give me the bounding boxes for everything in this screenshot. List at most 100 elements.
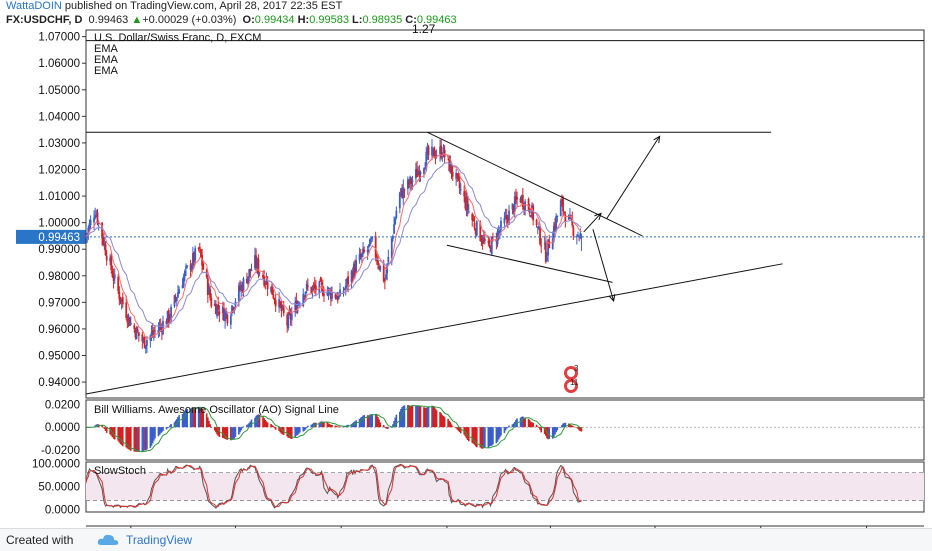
footer-bar: Created with TradingView — [0, 528, 932, 551]
ao-bar — [142, 427, 145, 451]
created-with-text: Created with — [6, 533, 74, 547]
candle-body — [505, 215, 508, 220]
ao-bar — [246, 424, 248, 428]
tradingview-link[interactable]: TradingView — [126, 533, 193, 547]
candle-body — [327, 288, 330, 294]
publish-info: published on TradingView.com, April 28, … — [61, 0, 343, 12]
trendline[interactable] — [446, 244, 613, 283]
candle-body — [297, 302, 300, 305]
candle-body — [143, 336, 146, 348]
candle-body — [146, 340, 148, 346]
candle-body — [321, 286, 324, 296]
candle-body — [363, 249, 366, 252]
candle-body — [248, 269, 251, 278]
ao-bar — [361, 416, 363, 428]
ao-bar — [154, 427, 156, 439]
ao-bar — [543, 427, 546, 435]
ao-bar — [481, 427, 484, 449]
candle-body — [183, 271, 186, 277]
ao-bar — [545, 427, 547, 436]
candle-body — [128, 317, 131, 327]
projection-arrow[interactable] — [592, 229, 615, 302]
candle-body — [279, 301, 282, 306]
earnings-icon — [564, 366, 578, 393]
candle-body — [580, 236, 583, 238]
projection-arrow[interactable] — [583, 212, 602, 233]
candle-body — [318, 281, 321, 294]
candle-body — [527, 199, 530, 210]
ao-bar — [193, 407, 195, 428]
candle-body — [302, 293, 305, 306]
ao-bar — [505, 427, 508, 429]
ao-bar — [376, 415, 378, 428]
candle-body — [119, 296, 122, 302]
ao-bar — [280, 427, 283, 434]
candle-body — [367, 244, 370, 248]
candle-body — [217, 304, 220, 310]
ao-bar — [144, 427, 147, 451]
candle-body — [254, 255, 256, 269]
ao-bar — [126, 427, 129, 449]
candle-body — [375, 259, 378, 261]
ao-bar — [234, 427, 237, 437]
candle-body — [223, 307, 225, 321]
event-badge[interactable]: 3 11 — [559, 363, 585, 395]
ao-bar — [497, 427, 500, 440]
candle-body — [523, 205, 525, 209]
ao-bar — [489, 427, 492, 446]
ao-bar — [141, 427, 144, 452]
ao-bar — [256, 415, 259, 428]
ao-bar — [563, 422, 566, 428]
candle-body — [498, 230, 501, 234]
candle-body — [305, 283, 308, 290]
candle-body — [289, 312, 292, 320]
time-axis[interactable]: AprJulOct2017AprJulOct2018 — [86, 525, 924, 528]
ao-bar — [473, 427, 476, 445]
stoch-pane[interactable]: 100.0000 50.0000 0.0000 — [32, 458, 925, 517]
ao-bar — [554, 427, 556, 435]
candle-body — [457, 173, 460, 180]
candle-body — [194, 248, 197, 261]
ao-pane[interactable]: 0.0200 0.0000 -0.0200 — [41, 399, 925, 461]
candle-body — [178, 289, 181, 294]
ao-bar — [336, 426, 339, 428]
candle-body — [410, 179, 413, 184]
candle-body — [369, 239, 371, 247]
candle-body — [456, 173, 459, 176]
ao-bar — [503, 427, 506, 434]
candle-body — [362, 248, 364, 255]
candle-body — [239, 286, 241, 290]
candle-body — [431, 146, 433, 156]
trendline[interactable] — [427, 131, 643, 237]
ao-bar — [392, 424, 394, 428]
candle-body — [536, 226, 539, 228]
candle-body — [262, 274, 264, 278]
ao-bar — [561, 425, 563, 428]
candle-body — [336, 294, 339, 301]
ao-bar — [508, 425, 510, 428]
projection-arrow[interactable] — [606, 136, 661, 219]
stoch-band-fill — [86, 472, 924, 501]
chart-canvas[interactable]: 1.07000 1.06000 1.05000 1.04000 1.03000 1.020… — [0, 0, 932, 528]
candle-body — [459, 189, 462, 191]
candle-body — [488, 240, 491, 245]
candle-body — [142, 338, 145, 341]
candle-body — [455, 172, 458, 179]
author-link[interactable]: WattaDOIN — [6, 0, 62, 12]
candle-body — [144, 345, 147, 349]
ao-pane-frame — [85, 399, 925, 461]
ao-bar — [135, 427, 138, 452]
ao-bar — [467, 427, 470, 442]
ao-bar — [297, 427, 300, 434]
candle-body — [570, 218, 572, 220]
close-label: C: — [405, 14, 417, 26]
candle-body — [464, 196, 467, 209]
price-pane[interactable] — [85, 29, 925, 399]
candle-body — [312, 284, 315, 286]
stoch-k-line — [85, 463, 582, 510]
trendline[interactable] — [85, 263, 783, 395]
ao-bar — [455, 427, 457, 429]
ao-bar — [231, 427, 233, 441]
candle-body — [208, 287, 210, 295]
ao-bar — [133, 427, 136, 452]
